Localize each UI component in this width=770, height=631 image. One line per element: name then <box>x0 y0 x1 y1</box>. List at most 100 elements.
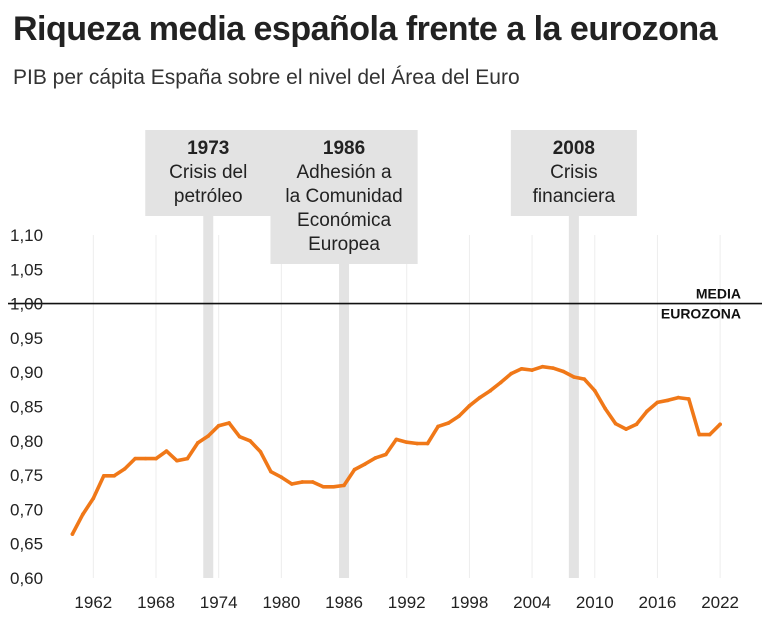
data-point <box>258 449 263 454</box>
data-point <box>373 456 378 460</box>
data-point <box>582 377 587 381</box>
event-bands <box>203 130 579 578</box>
annotation-box <box>270 130 418 264</box>
data-point <box>342 483 346 488</box>
data-point <box>290 482 294 486</box>
data-point <box>404 440 409 444</box>
y-tick-label: 1,10 <box>10 226 43 245</box>
data-point <box>237 434 242 439</box>
annotation-year: 1973 <box>187 138 229 159</box>
y-tick-label: 1,00 <box>10 295 43 314</box>
data-point <box>446 421 451 425</box>
y-tick-label: 0,60 <box>10 569 43 588</box>
data-point <box>143 456 148 461</box>
x-tick-label: 1962 <box>74 593 112 612</box>
chart-title: Riqueza media española frente a la euroz… <box>13 10 718 48</box>
data-point <box>666 398 670 403</box>
y-tick-label: 0,80 <box>10 432 43 451</box>
annotation-box <box>145 130 272 216</box>
data-point <box>697 432 702 437</box>
data-point <box>457 414 461 418</box>
annotation-text: la Comunidad <box>285 186 402 207</box>
data-point <box>467 404 472 408</box>
data-point <box>70 532 75 536</box>
data-point <box>363 462 367 466</box>
data-point <box>686 397 691 401</box>
annotation-text: Europea <box>308 234 380 255</box>
series-layer <box>70 364 722 536</box>
y-tick-label: 0,70 <box>10 500 43 519</box>
data-point <box>175 458 179 463</box>
data-point <box>645 409 649 414</box>
x-tick-label: 2022 <box>701 593 739 612</box>
data-point <box>530 368 534 372</box>
data-point <box>676 395 681 400</box>
x-tick-label: 1992 <box>388 593 426 612</box>
data-point <box>227 421 231 425</box>
data-point <box>269 469 273 474</box>
data-point <box>634 422 639 427</box>
x-tick-label: 1968 <box>137 593 175 612</box>
annotation-text: Adhesión a <box>297 162 393 183</box>
data-point <box>321 484 325 489</box>
x-tick-label: 1998 <box>450 593 488 612</box>
data-point <box>300 480 305 484</box>
annotation-text: Económica <box>297 210 391 231</box>
data-point <box>425 441 430 446</box>
data-point <box>248 439 252 443</box>
event-band <box>203 130 214 578</box>
annotation-year: 2008 <box>553 138 595 159</box>
y-tick-label: 0,85 <box>10 398 43 417</box>
data-point <box>81 512 85 517</box>
annotation-layer: 1973 Crisis del petróleo 1986 Adhesión a la C… <box>145 130 637 264</box>
reference-label: EUROZONA <box>661 306 741 322</box>
x-tick-label: 2004 <box>513 593 551 612</box>
y-tick-label: 0,90 <box>10 363 43 382</box>
y-tick-label: 1,05 <box>10 260 43 279</box>
x-tick-label: 1974 <box>200 593 238 612</box>
axis-layer: 0,60 0,65 0,70 0,75 0,80 0,85 0,90 0,95 1,00 1,05… <box>10 226 739 612</box>
data-point <box>718 422 722 427</box>
data-point <box>196 441 200 445</box>
data-point <box>133 456 137 461</box>
data-point <box>572 375 576 379</box>
data-point <box>603 406 607 411</box>
x-tick-label: 2010 <box>576 593 614 612</box>
data-point <box>154 456 158 461</box>
data-point <box>592 388 597 393</box>
data-point <box>331 484 336 489</box>
data-point <box>624 427 628 431</box>
y-tick-label: 0,95 <box>10 329 43 348</box>
data-point <box>394 437 399 442</box>
data-point <box>101 473 106 478</box>
data-point <box>384 452 388 457</box>
y-tick-label: 0,65 <box>10 535 43 554</box>
data-point <box>613 421 618 426</box>
chart-subtitle: PIB per cápita España sobre el nivel del… <box>13 66 520 89</box>
y-tick-label: 0,75 <box>10 466 43 485</box>
data-point <box>436 424 440 429</box>
data-point <box>279 475 284 479</box>
data-point <box>91 496 96 501</box>
data-point <box>498 380 503 385</box>
grid-layer <box>92 235 721 578</box>
annotation-year: 1986 <box>323 138 365 159</box>
data-point <box>478 395 482 400</box>
x-tick-label: 2016 <box>639 593 677 612</box>
x-tick-label: 1986 <box>325 593 363 612</box>
annotation-text: Crisis del <box>169 162 247 183</box>
data-point <box>112 473 117 478</box>
annotation-box <box>510 130 637 216</box>
data-point <box>655 400 660 405</box>
data-point <box>540 364 545 369</box>
data-point <box>310 480 315 484</box>
data-point <box>415 441 419 446</box>
x-tick-label: 1980 <box>262 593 300 612</box>
data-point <box>707 432 712 437</box>
data-point <box>561 369 566 374</box>
series-line <box>70 364 722 536</box>
data-point <box>509 371 513 376</box>
data-point <box>206 434 211 438</box>
reference-layer: MEDIA EUROZONA <box>8 286 762 322</box>
